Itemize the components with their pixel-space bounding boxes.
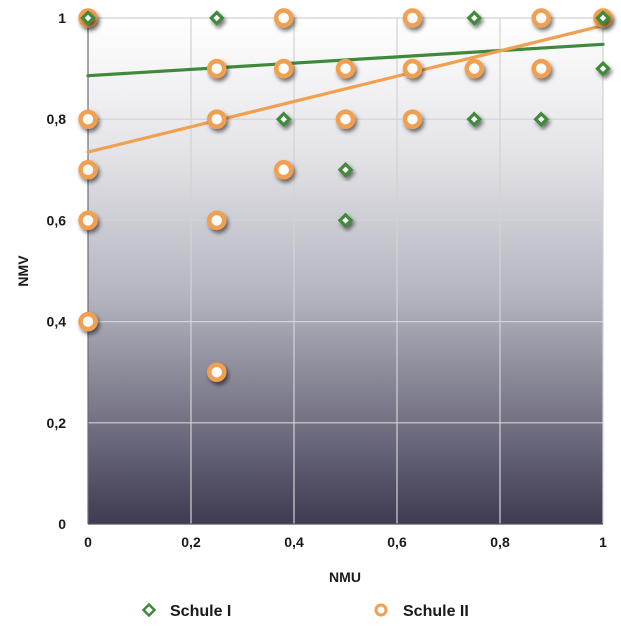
data-point-circle — [531, 8, 551, 28]
x-tick-label: 0 — [84, 534, 92, 550]
y-tick-label: 0,2 — [47, 415, 67, 431]
data-point-diamond — [595, 60, 611, 77]
data-point-circle — [335, 109, 356, 129]
legend-marker-diamond — [141, 602, 157, 618]
data-point-circle — [78, 210, 98, 231]
data-point-diamond — [466, 111, 483, 127]
data-point-circle — [207, 58, 227, 79]
data-point-diamond — [275, 111, 292, 127]
data-point-diamond — [337, 212, 354, 229]
data-point-circle — [207, 362, 227, 382]
data-point-circle — [78, 160, 98, 180]
x-tick-label: 0,2 — [181, 534, 201, 550]
legend-marker-circle — [374, 603, 388, 617]
data-point-circle — [207, 109, 227, 129]
x-tick-label: 0,4 — [284, 534, 304, 550]
data-point-diamond — [595, 10, 611, 26]
data-point-circle — [78, 311, 98, 332]
axes — [87, 18, 603, 525]
data-point-diamond — [208, 10, 225, 26]
y-tick-label: 0,8 — [47, 111, 67, 127]
trendline — [86, 23, 605, 154]
x-tick-label: 1 — [599, 534, 607, 550]
data-point-circle — [464, 58, 484, 79]
legend: Schule I Schule II — [141, 602, 469, 620]
markers — [78, 8, 613, 382]
data-point-circle — [78, 109, 98, 129]
y-tick-label: 1 — [58, 10, 66, 26]
x-tick-label: 0,8 — [490, 534, 510, 550]
data-point-circle — [273, 160, 294, 180]
tick-labels: 0 0,2 0,4 0,6 0,8 1 0 0,2 0,4 0,6 0,8 1 — [47, 10, 608, 550]
x-axis-title: NMU — [329, 569, 361, 585]
data-point-circle — [402, 109, 423, 129]
data-point-diamond — [533, 111, 549, 127]
legend-label: Schule II — [403, 603, 469, 620]
data-point-diamond — [337, 162, 354, 178]
y-tick-label: 0,4 — [47, 314, 67, 330]
data-point-circle — [207, 210, 227, 231]
data-point-circle — [402, 58, 423, 79]
x-tick-label: 0,6 — [387, 534, 407, 550]
data-point-circle — [273, 8, 294, 28]
legend-label: Schule I — [170, 603, 231, 620]
data-point-diamond — [466, 10, 483, 26]
data-point-circle — [531, 58, 551, 79]
data-point-circle — [273, 58, 294, 79]
plot-background — [88, 18, 603, 524]
y-tick-label: 0 — [58, 516, 66, 532]
data-point-circle — [402, 8, 423, 28]
data-point-circle — [335, 58, 356, 79]
data-point-diamond — [80, 10, 96, 26]
y-axis-title: NMV — [15, 255, 31, 287]
y-tick-label: 0,6 — [47, 212, 67, 228]
